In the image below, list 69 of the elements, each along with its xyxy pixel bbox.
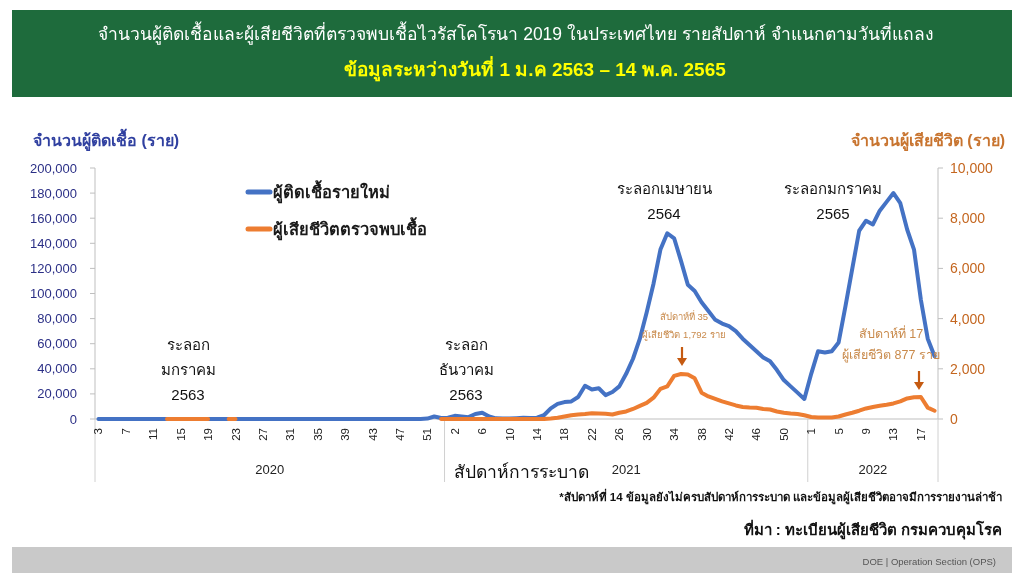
y-tick-label: 200,000 — [30, 160, 77, 176]
y2-tick-label: 0 — [950, 411, 958, 427]
x-tick-label: 30 — [640, 428, 653, 441]
y-tick-label: 140,000 — [30, 235, 77, 251]
x-tick-label: 38 — [695, 428, 708, 441]
annotation-text: ผู้เสียชีวิต 877 ราย — [842, 348, 940, 362]
x-tick-label: 7 — [119, 428, 132, 435]
x-tick-label: 51 — [421, 428, 434, 441]
annotation-text: ระลอกเมษายน — [616, 180, 712, 197]
annotation-text: ผู้เสียชีวิต 1,792 ราย — [642, 329, 726, 340]
y2-tick-label: 4,000 — [950, 310, 986, 327]
x-tick-label: 31 — [284, 428, 297, 441]
xlabel: สัปดาห์การระบาด — [454, 462, 589, 482]
annotation-text: 2564 — [647, 205, 681, 222]
annotation-text: 2565 — [816, 205, 850, 222]
x-tick-label: 3 — [92, 428, 105, 435]
y-tick-label: 40,000 — [37, 361, 77, 377]
x-tick-label: 14 — [531, 428, 544, 441]
x-tick-label: 22 — [585, 428, 598, 441]
x-tick-label: 15 — [174, 428, 187, 441]
x-tick-label: 50 — [777, 428, 790, 441]
y2-tick-label: 2,000 — [950, 360, 986, 377]
x-tick-label: 47 — [394, 428, 406, 441]
x-tick-label: 43 — [366, 428, 379, 441]
y-tick-label: 100,000 — [30, 286, 77, 301]
x-tick-label: 19 — [202, 428, 215, 441]
annotation-text: สัปดาห์ที่ 35 — [659, 311, 709, 322]
annotation-text: ระลอก — [166, 336, 210, 353]
y-tick-label: 80,000 — [37, 311, 77, 327]
x-tick-label: 27 — [256, 428, 269, 441]
x-tick-label: 23 — [229, 428, 242, 441]
x-tick-label: 13 — [887, 428, 900, 441]
x-tick-label: 1 — [805, 428, 818, 435]
x-tick-label: 18 — [558, 428, 571, 441]
y2-tick-label: 6,000 — [950, 260, 986, 277]
y-tick-label: 120,000 — [30, 260, 77, 276]
annotation-text: 2020 — [255, 462, 285, 477]
x-tick-label: 10 — [503, 428, 516, 441]
y2label: จำนวนผู้เสียชีวิต (ราย) — [850, 132, 1005, 149]
annotation-text: มกราคม — [160, 361, 216, 378]
x-tick-label: 39 — [339, 428, 352, 441]
annotation-text: 2022 — [858, 462, 888, 477]
x-tick-label: 17 — [914, 428, 927, 441]
y2-tick-label: 10,000 — [950, 160, 993, 176]
x-tick-label: 26 — [613, 428, 626, 441]
y-tick-label: 20,000 — [37, 386, 77, 402]
annotation-text: ที่มา : ทะเบียนผู้เสียชีวิต กรมควบคุมโรค — [743, 521, 1002, 538]
annotation-text: DOE | Operation Section (OPS) — [862, 556, 996, 567]
annotation-text: สัปดาห์ที่ 17 — [858, 327, 924, 341]
y-tick-label: 60,000 — [37, 336, 77, 352]
y-tick-label: 180,000 — [30, 185, 77, 201]
annotation-text: 2563 — [171, 386, 205, 403]
x-tick-label: 35 — [311, 428, 324, 441]
x-tick-label: 46 — [750, 428, 763, 441]
x-tick-label: 42 — [722, 428, 735, 441]
annotation-text: ระลอกมกราคม — [784, 180, 882, 197]
x-tick-label: 2 — [448, 428, 461, 435]
x-tick-label: 5 — [832, 428, 845, 435]
annotation-text: ธันวาคม — [438, 361, 494, 378]
x-tick-label: 9 — [860, 428, 873, 435]
x-tick-label: 11 — [147, 428, 160, 440]
annotation-text: 2021 — [611, 462, 641, 477]
x-tick-label: 6 — [476, 428, 489, 435]
y-tick-label: 0 — [69, 411, 77, 427]
annotation-text: 2563 — [449, 386, 483, 403]
y2-tick-label: 8,000 — [950, 210, 986, 227]
x-tick-label: 34 — [668, 428, 681, 441]
y-tick-label: 160,000 — [30, 210, 77, 226]
annotation-text: ระลอก — [444, 336, 488, 353]
